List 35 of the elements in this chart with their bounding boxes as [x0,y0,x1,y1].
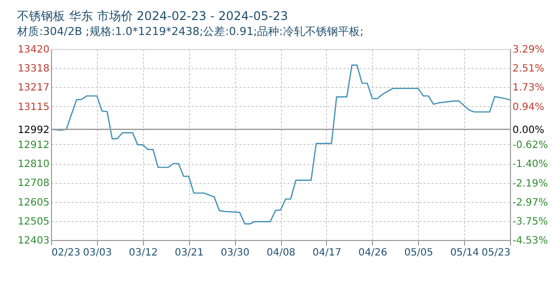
chart-subtitle: 材质:304/2B ;规格:1.0*1219*2438;公差:0.91;品种:冷轧不锈钢平板; [16,25,364,38]
x-tick-label: 05/05 [404,248,434,258]
y2-tick-label: 0.00% [512,124,544,136]
y-tick-label: 13318 [18,64,50,75]
x-tick-label: 05/14 [450,248,480,258]
chart-title: 不锈钢板 华东 市场价 2024-02-23 - 2024-05-23 [17,9,288,23]
y2-tick-label: -3.75% [512,216,548,228]
y2-tick-label: -4.53% [512,236,548,246]
y-tick-label: 12605 [18,198,50,209]
y-tick-label: 12708 [18,178,50,190]
y2-tick-label: 2.51% [512,64,544,75]
y2-tick-label: -2.19% [512,178,548,190]
x-tick-label: 04/26 [358,248,388,258]
y-tick-label: 13217 [18,82,50,94]
y-tick-label: 12810 [18,159,50,170]
x-tick-label: 03/21 [174,248,204,258]
y-tick-label: 12992 [18,124,50,136]
y-tick-label: 13115 [18,102,50,113]
y2-tick-label: -1.40% [512,159,548,170]
y-tick-label: 13420 [18,44,50,56]
y-tick-label: 12912 [18,140,50,151]
x-tick-label: 03/12 [128,248,158,258]
y2-tick-label: -2.97% [512,197,548,208]
x-tick-label: 03/03 [82,248,112,258]
y-tick-label: 12403 [18,236,50,246]
x-tick-label: 04/17 [312,248,342,258]
y2-tick-label: 0.94% [512,102,544,113]
x-tick-label: 05/23 [482,248,510,258]
y2-tick-label: -0.62% [512,140,548,151]
y2-tick-label: 3.29% [512,44,544,56]
y-tick-label: 12505 [18,216,50,228]
x-tick-label: 02/23 [52,248,80,258]
x-tick-label: 04/08 [266,248,296,258]
y2-tick-label: 1.73% [512,82,544,94]
x-tick-label: 03/30 [220,248,250,258]
